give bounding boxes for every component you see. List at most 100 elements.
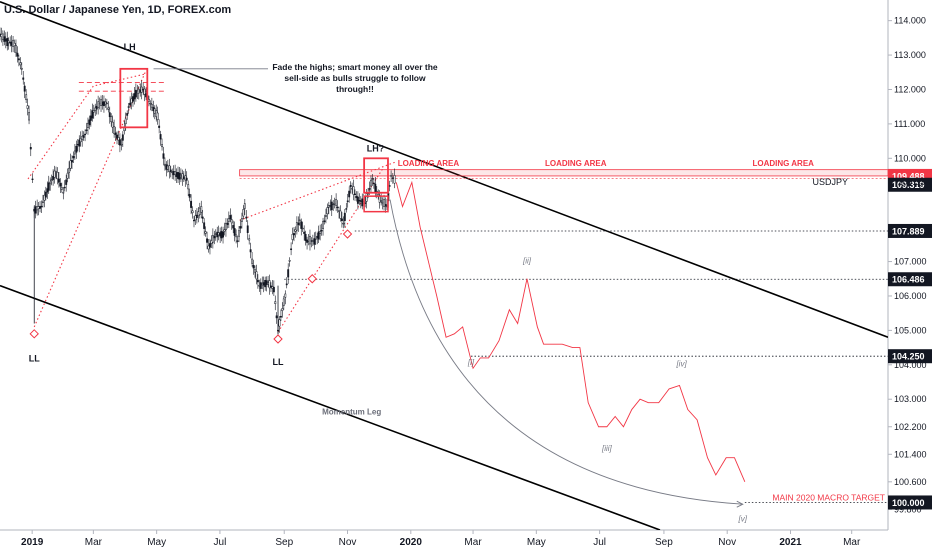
candle-body (148, 99, 150, 102)
candle-body (383, 199, 385, 207)
candle-body (60, 187, 63, 190)
candle-body (129, 102, 132, 106)
candle-body (345, 208, 348, 210)
x-tick-label: Mar (464, 537, 482, 548)
candle-body (57, 178, 60, 183)
candle-body (217, 232, 220, 236)
wave-label-iii: [iii] (601, 444, 613, 453)
candle-body (124, 118, 127, 125)
candle-body (206, 238, 209, 243)
candle-body (111, 121, 114, 128)
price-badge-bg (888, 223, 932, 238)
y-tick-label: 113.000 (894, 50, 926, 60)
candle-body (248, 238, 251, 241)
loading-area-label-3: LOADING AREA (752, 159, 814, 168)
candle-body (306, 239, 309, 243)
lh2-highlight-box (363, 157, 389, 194)
candle-body (9, 42, 12, 44)
candle-body (256, 279, 259, 283)
candle-body (110, 116, 113, 123)
candle-body (348, 190, 351, 198)
candle-body (324, 215, 327, 217)
candle-body (213, 235, 216, 239)
candle-body (197, 211, 200, 216)
candle-body (243, 203, 246, 209)
lh-highlight-box (119, 67, 149, 129)
candle-body (200, 206, 203, 213)
candle-body (372, 182, 375, 185)
price-badge-label: 109.319 (892, 180, 925, 190)
candle-body (169, 169, 172, 173)
candle-body (195, 214, 198, 218)
candle-body (53, 170, 56, 178)
candle-body (95, 105, 98, 110)
candle-body (65, 179, 68, 185)
y-tick-label: 103.000 (894, 394, 927, 404)
candle-body (121, 134, 124, 141)
candle-body (235, 234, 238, 238)
candle-body (178, 172, 181, 180)
candle-body (52, 176, 55, 180)
price-badge-label: 107.889 (892, 226, 925, 236)
candle-body (388, 185, 391, 187)
candle-body (97, 101, 100, 108)
candle-body (150, 104, 153, 108)
candle-body (91, 110, 94, 119)
candle-body (238, 230, 240, 237)
candle-body (73, 150, 76, 155)
candle-body (47, 182, 50, 191)
candle-body (338, 210, 340, 212)
candle-body (92, 110, 95, 113)
candle-body (320, 230, 323, 232)
candle-body (214, 233, 217, 235)
candle-body (255, 271, 258, 280)
candle-body (222, 231, 224, 238)
price-badge-label: 104.250 (892, 352, 925, 362)
candle-body (177, 172, 179, 179)
candle-body (207, 245, 210, 250)
annotation-note: Fade the highs; smart money all over the… (272, 62, 438, 94)
wave-label-v: [v] (738, 514, 748, 523)
channel-lower-line (0, 284, 661, 530)
candle-body (88, 119, 91, 126)
y-tick-label: 106.000 (894, 291, 927, 301)
candle-body (152, 107, 155, 112)
candle-body (278, 319, 281, 327)
candle-body (267, 282, 270, 285)
candle-body (149, 102, 152, 105)
candle-body (36, 206, 39, 211)
candle-body (262, 282, 265, 286)
y-tick-label: 100.600 (894, 477, 927, 487)
candle-body (323, 220, 326, 222)
candle-body (249, 249, 252, 253)
pivot-marker (307, 274, 317, 284)
candle-body (294, 229, 297, 232)
candle-body (236, 240, 239, 242)
momentum-arrowhead (736, 500, 744, 508)
candle-body (245, 216, 248, 219)
price-badge-bg (888, 349, 932, 364)
x-tick-label: 2020 (400, 537, 423, 548)
candle-body (63, 186, 66, 189)
candle-body (79, 138, 82, 143)
candle-body (133, 93, 136, 100)
candle-body (393, 175, 396, 184)
candle-body (232, 225, 235, 229)
x-tick-label: Jul (214, 537, 227, 548)
candle-body (229, 215, 232, 220)
lh-upper-trend (27, 73, 146, 180)
candle-body (194, 215, 197, 221)
candle-body (23, 85, 26, 92)
candle-body (78, 139, 81, 147)
y-tick-label: 104.000 (894, 360, 927, 370)
candle-body (117, 137, 120, 141)
candle-body (333, 203, 336, 205)
candle-body (102, 101, 105, 107)
symbol-label: USDJPY (812, 177, 848, 187)
candle-body (349, 185, 352, 187)
candle-body (0, 34, 3, 37)
candle-body (34, 206, 37, 214)
candle-body (72, 155, 75, 159)
candle-body (227, 218, 230, 222)
